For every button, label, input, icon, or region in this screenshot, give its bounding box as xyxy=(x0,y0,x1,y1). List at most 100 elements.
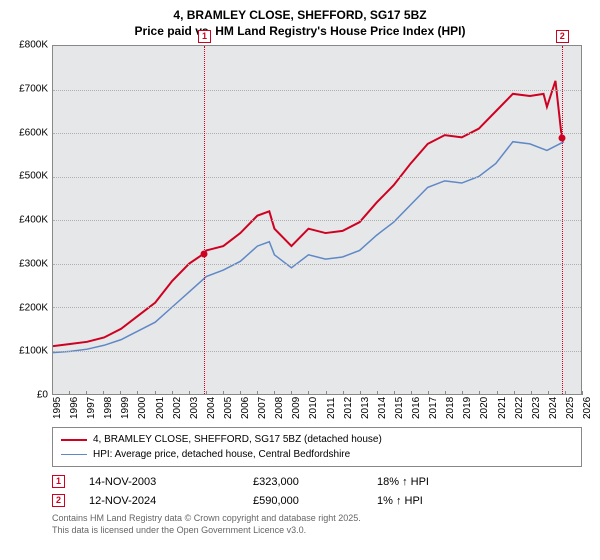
sale-marker-box: 1 xyxy=(198,30,211,43)
gridline xyxy=(53,90,581,91)
legend-label: HPI: Average price, detached house, Cent… xyxy=(93,447,350,462)
x-tick xyxy=(155,391,156,395)
legend: 4, BRAMLEY CLOSE, SHEFFORD, SG17 5BZ (de… xyxy=(52,427,582,467)
x-tick-label: 2013 xyxy=(360,397,371,419)
x-axis-labels: 1995199619971998199920002001200220032004… xyxy=(52,395,582,421)
gridline xyxy=(53,351,581,352)
x-tick-label: 2011 xyxy=(326,398,337,420)
sale-row: 2 12-NOV-2024 £590,000 1% ↑ HPI xyxy=(52,494,582,507)
y-tick-label: £800K xyxy=(19,40,48,51)
x-tick-label: 2023 xyxy=(531,397,542,419)
x-tick xyxy=(462,391,463,395)
x-tick-label: 2021 xyxy=(497,397,508,419)
plot-area: 12 xyxy=(52,45,582,395)
sale-dot xyxy=(201,250,208,257)
legend-item: HPI: Average price, detached house, Cent… xyxy=(61,447,573,462)
sale-hpi: 18% ↑ HPI xyxy=(377,476,477,488)
x-tick xyxy=(172,391,173,395)
legend-swatch xyxy=(61,439,87,441)
gridline xyxy=(53,133,581,134)
x-tick xyxy=(565,391,566,395)
sale-row-marker: 2 xyxy=(52,494,65,507)
sales-table: 1 14-NOV-2003 £323,000 18% ↑ HPI 2 12-NOV-202… xyxy=(52,475,582,507)
x-tick xyxy=(479,391,480,395)
x-tick-label: 2026 xyxy=(582,397,593,419)
footer-note: Contains HM Land Registry data © Crown c… xyxy=(52,513,590,536)
footer-line2: This data is licensed under the Open Gov… xyxy=(52,525,590,537)
sale-row-marker: 1 xyxy=(52,475,65,488)
x-tick xyxy=(394,391,395,395)
x-tick-label: 2015 xyxy=(394,397,405,419)
x-tick xyxy=(103,391,104,395)
x-tick xyxy=(514,391,515,395)
sale-hpi: 1% ↑ HPI xyxy=(377,495,477,507)
gridline xyxy=(53,220,581,221)
x-tick-label: 2017 xyxy=(428,397,439,419)
x-tick-label: 2025 xyxy=(565,397,576,419)
x-tick xyxy=(120,391,121,395)
gridline xyxy=(53,264,581,265)
x-tick xyxy=(86,391,87,395)
sale-marker-box: 2 xyxy=(556,30,569,43)
x-tick xyxy=(411,391,412,395)
chart-container: 4, BRAMLEY CLOSE, SHEFFORD, SG17 5BZ Pri… xyxy=(0,0,600,560)
title-line2: Price paid vs. HM Land Registry's House … xyxy=(10,24,590,40)
x-tick-label: 2001 xyxy=(155,397,166,419)
y-tick-label: £400K xyxy=(19,215,48,226)
x-tick-label: 2009 xyxy=(291,397,302,419)
legend-swatch xyxy=(61,454,87,455)
x-tick-label: 2022 xyxy=(514,397,525,419)
x-tick xyxy=(52,391,53,395)
y-tick-label: £200K xyxy=(19,302,48,313)
x-tick-label: 2020 xyxy=(479,397,490,419)
sale-row: 1 14-NOV-2003 £323,000 18% ↑ HPI xyxy=(52,475,582,488)
y-tick-label: £500K xyxy=(19,171,48,182)
x-tick xyxy=(257,391,258,395)
x-tick xyxy=(343,391,344,395)
x-tick xyxy=(582,391,583,395)
title-line1: 4, BRAMLEY CLOSE, SHEFFORD, SG17 5BZ xyxy=(10,8,590,24)
x-tick-label: 2005 xyxy=(223,397,234,419)
sale-date: 12-NOV-2024 xyxy=(89,495,229,507)
chart-title: 4, BRAMLEY CLOSE, SHEFFORD, SG17 5BZ Pri… xyxy=(10,8,590,39)
x-tick-label: 2006 xyxy=(240,397,251,419)
legend-label: 4, BRAMLEY CLOSE, SHEFFORD, SG17 5BZ (de… xyxy=(93,432,382,447)
x-tick xyxy=(308,391,309,395)
x-tick xyxy=(428,391,429,395)
x-tick-label: 2000 xyxy=(137,397,148,419)
y-tick-label: £700K xyxy=(19,83,48,94)
legend-item: 4, BRAMLEY CLOSE, SHEFFORD, SG17 5BZ (de… xyxy=(61,432,573,447)
x-tick-label: 1998 xyxy=(103,397,114,419)
x-tick xyxy=(497,391,498,395)
x-tick-label: 2019 xyxy=(462,397,473,419)
x-tick xyxy=(189,391,190,395)
x-tick-label: 2012 xyxy=(343,397,354,419)
gridline xyxy=(53,177,581,178)
sale-date: 14-NOV-2003 xyxy=(89,476,229,488)
x-tick xyxy=(531,391,532,395)
x-tick xyxy=(240,391,241,395)
x-tick xyxy=(69,391,70,395)
x-tick xyxy=(377,391,378,395)
plot-wrap: £0£100K£200K£300K£400K£500K£600K£700K£80… xyxy=(52,45,582,421)
sale-dot xyxy=(558,134,565,141)
x-tick-label: 2014 xyxy=(377,397,388,419)
x-tick xyxy=(548,391,549,395)
sale-vline xyxy=(562,46,563,394)
x-tick-label: 2003 xyxy=(189,397,200,419)
x-tick-label: 2007 xyxy=(257,397,268,419)
x-tick xyxy=(445,391,446,395)
footer-line1: Contains HM Land Registry data © Crown c… xyxy=(52,513,590,525)
y-tick-label: £0 xyxy=(37,390,48,401)
sale-price: £323,000 xyxy=(253,476,353,488)
sale-vline xyxy=(204,46,205,394)
sale-price: £590,000 xyxy=(253,495,353,507)
x-tick-label: 1999 xyxy=(120,397,131,419)
x-tick-label: 2008 xyxy=(274,397,285,419)
gridline xyxy=(53,307,581,308)
x-tick xyxy=(326,391,327,395)
x-tick-label: 2016 xyxy=(411,397,422,419)
x-tick xyxy=(223,391,224,395)
x-tick-label: 1997 xyxy=(86,397,97,419)
x-tick-label: 2018 xyxy=(445,397,456,419)
